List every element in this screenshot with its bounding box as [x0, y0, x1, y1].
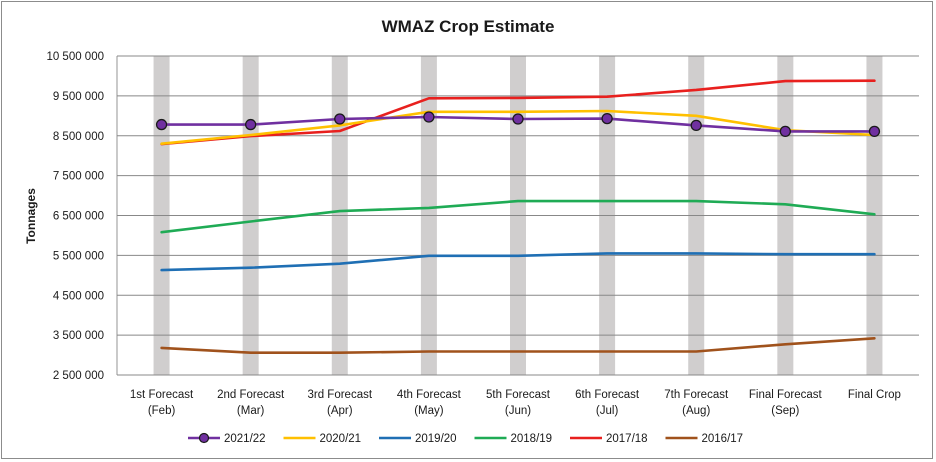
series-lines	[155, 79, 881, 355]
legend-label: 2020/21	[320, 433, 362, 445]
legend-label: 2021/22	[224, 433, 266, 445]
x-tick-label: 6th Forecast (Jul)	[575, 389, 640, 417]
y-tick-label: 3 500 000	[53, 330, 104, 342]
series-line	[160, 252, 876, 272]
data-point	[245, 118, 257, 131]
x-tick-label: 2nd Forecast (Mar)	[217, 389, 285, 417]
legend-label: 2019/20	[415, 433, 457, 445]
y-tick-label: 10 500 000	[46, 51, 104, 63]
data-point	[868, 125, 881, 138]
chart-title: WMAZ Crop Estimate	[382, 17, 555, 36]
x-tick-label: 7th Forecast (Aug)	[664, 389, 729, 417]
x-tick-label: 3rd Forecast (Apr)	[307, 389, 372, 417]
series-line	[160, 336, 876, 355]
data-point	[601, 112, 613, 125]
data-point	[512, 113, 524, 125]
y-tick-label: 5 500 000	[53, 250, 104, 262]
legend: 2021/22 2020/21 2019/20 2018/19 2017/18 2016/…	[188, 432, 744, 445]
y-tick-label: 9 500 000	[53, 91, 104, 103]
y-axis-label: Tonnages	[24, 188, 38, 244]
x-tick-label: Final Forecast (Sep)	[749, 389, 823, 417]
x-tick-label: 4th Forecast (May)	[397, 389, 462, 417]
y-tick-label: 4 500 000	[53, 290, 104, 302]
x-axis-ticks: 1st Forecast (Feb) 2nd Forecast (Mar) 3rd Fo…	[130, 389, 901, 417]
series-line	[160, 109, 876, 145]
y-tick-label: 8 500 000	[53, 131, 104, 143]
series-line	[160, 79, 876, 146]
legend-marker	[198, 432, 210, 444]
y-axis-ticks: 2 500 000 3 500 000 4 500 000 5 500 000 6 50…	[46, 51, 104, 382]
data-point	[423, 111, 435, 123]
series-line	[160, 199, 876, 234]
data-point	[155, 118, 168, 131]
y-tick-label: 7 500 000	[53, 171, 104, 183]
legend-label: 2016/17	[702, 433, 744, 445]
x-tick-label: 1st Forecast (Feb)	[130, 389, 194, 417]
legend-label: 2017/18	[606, 433, 648, 445]
x-tick-label: Final Crop	[848, 389, 901, 401]
legend-label: 2018/19	[511, 433, 553, 445]
data-point	[779, 125, 791, 138]
data-point	[334, 113, 346, 125]
y-tick-label: 2 500 000	[53, 370, 104, 382]
y-tick-label: 6 500 000	[53, 211, 104, 223]
data-point	[690, 119, 702, 132]
x-tick-label: 5th Forecast (Jun)	[486, 389, 551, 417]
